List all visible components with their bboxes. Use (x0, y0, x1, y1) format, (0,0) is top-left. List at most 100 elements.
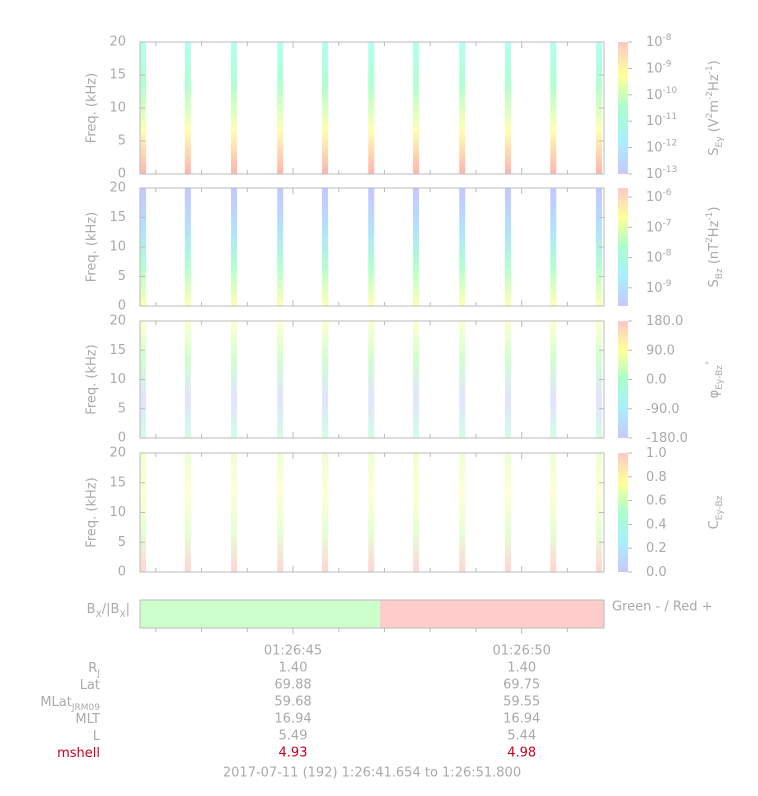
spectrogram-burst (231, 42, 238, 174)
text-part: (V (707, 118, 722, 136)
text-part: S (707, 279, 722, 287)
text-part: 10 (646, 61, 663, 76)
subscript: X (96, 610, 102, 620)
spectrogram-burst (459, 42, 466, 174)
text-part: (nT (707, 243, 722, 268)
colorbar-tick-label: 10-10 (646, 85, 678, 102)
spectrogram-burst (322, 42, 329, 174)
y-axis-title: Freq. (kHz) (85, 477, 100, 547)
superscript: -8 (663, 248, 672, 258)
subscript: Ey-Bz (715, 495, 725, 520)
superscript: 2 (705, 113, 715, 119)
spectrogram-burst (184, 321, 191, 438)
bx-segment (140, 600, 380, 628)
spectrogram-burst (231, 188, 238, 306)
superscript: -12 (663, 138, 678, 148)
text-part: 0.0 (646, 372, 667, 387)
spectrogram-burst (231, 321, 238, 438)
ephemeris-value: 4.93 (279, 746, 308, 761)
colorbar (618, 188, 628, 306)
text-part: B (87, 602, 96, 617)
spectrogram-burst (550, 321, 557, 438)
y-tick-label: 20 (109, 446, 126, 461)
bx-label: BX/|BX| (87, 602, 130, 620)
text-part: 10 (646, 190, 663, 205)
spectrogram-burst (413, 453, 420, 572)
colorbar-tick-label: 10-12 (646, 138, 677, 155)
text-part: 10 (646, 114, 663, 129)
spectrogram-burst (322, 321, 329, 438)
spectrogram-burst (184, 453, 191, 572)
colorbar-tick-label: 10-7 (646, 218, 672, 235)
spectrogram-burst (550, 188, 557, 306)
text-part: 10 (646, 220, 663, 235)
superscript: -1 (705, 212, 715, 221)
y-tick-label: 15 (109, 343, 126, 358)
colorbar-tick-label: 10-6 (646, 188, 672, 205)
text-part: -90.0 (646, 401, 680, 416)
y-axis-title: Freq. (kHz) (85, 73, 100, 143)
text-part: R (88, 661, 97, 676)
spectrogram-burst (504, 321, 511, 438)
ephemeris-value: 4.98 (507, 746, 536, 761)
spectrogram-burst (413, 42, 420, 174)
text-part: 10 (646, 280, 663, 295)
y-tick-label: 10 (109, 372, 126, 387)
text-part: 10 (646, 87, 663, 102)
subscript: Ey (715, 136, 725, 148)
colorbar-title: SEy (V2m-2Hz-1) (705, 60, 725, 155)
y-tick-label: 10 (109, 240, 126, 255)
text-part: Lat (80, 678, 100, 693)
text-part: MLT (75, 712, 100, 727)
ephemeris-value: 59.68 (274, 695, 311, 710)
text-part: Hz (707, 220, 722, 237)
spectrogram-burst (368, 453, 375, 572)
text-part: L (93, 729, 101, 744)
spectrogram-burst (184, 42, 191, 174)
y-tick-label: 10 (109, 101, 126, 116)
superscript: -7 (663, 218, 672, 228)
spectrogram-burst (504, 188, 511, 306)
y-tick-label: 15 (109, 475, 126, 490)
text-part: S (707, 147, 722, 155)
y-tick-label: 0 (118, 299, 126, 314)
bx-note: Green - / Red + (612, 600, 713, 615)
colorbar-tick-label: 180.0 (646, 314, 683, 329)
superscript: -8 (663, 33, 672, 43)
colorbar-title: CEy-Bz (707, 495, 725, 529)
bx-segment (379, 600, 604, 628)
spectrogram-burst (459, 321, 466, 438)
superscript: -9 (663, 278, 672, 288)
colorbar-tick-label: -90.0 (646, 401, 680, 416)
superscript: -10 (663, 85, 678, 95)
ephemeris-value: 1.40 (279, 661, 308, 676)
spectrogram-burst (595, 188, 602, 306)
spectrogram-burst (504, 42, 511, 174)
ephemeris-value: 16.94 (274, 712, 311, 727)
ephemeris-value: 69.88 (274, 678, 311, 693)
text-part: 10 (646, 250, 663, 265)
footer: 2017-07-11 (192) 1:26:41.654 to 1:26:51.… (223, 766, 521, 781)
colorbar (618, 42, 628, 174)
ephemeris-value: 69.75 (503, 678, 540, 693)
colorbar-title: SBz (nT2Hz-1) (705, 207, 725, 288)
spectrogram-burst (459, 453, 466, 572)
colorbar-tick-label: 10-8 (646, 248, 672, 265)
x-tick-label: 01:26:50 (492, 644, 550, 659)
y-tick-label: 0 (118, 565, 126, 580)
spectrogram-burst (322, 453, 329, 572)
spectrogram-burst (368, 188, 375, 306)
ephemeris-label: Lat (80, 678, 100, 693)
superscript: -13 (663, 165, 678, 175)
y-tick-label: 10 (109, 505, 126, 520)
ephemeris-label: MLT (75, 712, 100, 727)
text-part: Hz (707, 74, 722, 91)
colorbar-tick-label: 10-13 (646, 165, 677, 182)
y-axis-title: Freq. (kHz) (85, 344, 100, 414)
text-part: 180.0 (646, 314, 683, 329)
y-tick-label: 5 (118, 134, 126, 149)
superscript: -11 (663, 112, 678, 122)
y-tick-label: 20 (109, 181, 126, 196)
superscript: -9 (663, 59, 672, 69)
